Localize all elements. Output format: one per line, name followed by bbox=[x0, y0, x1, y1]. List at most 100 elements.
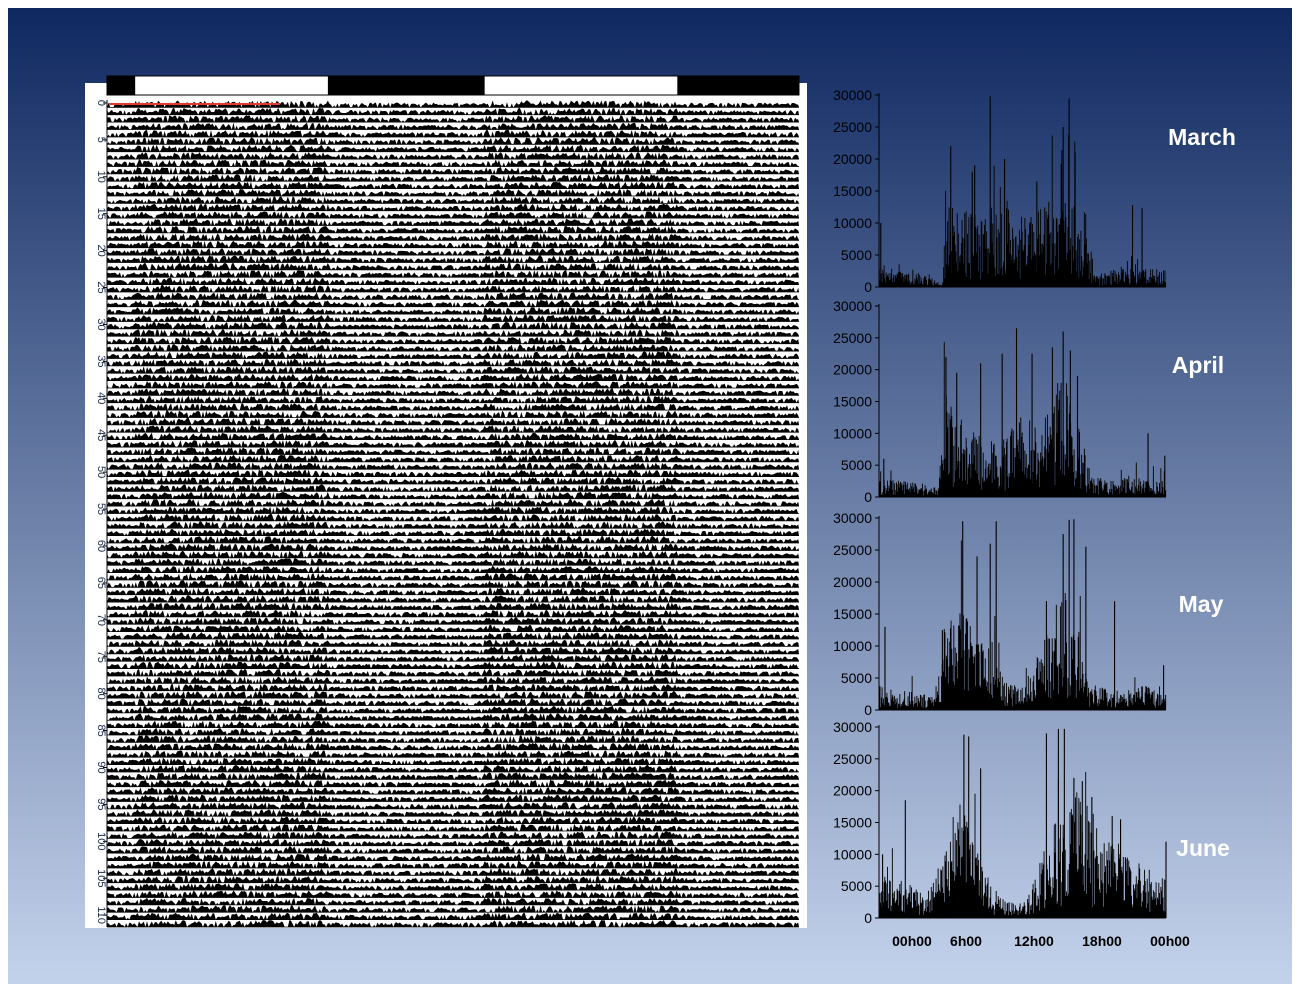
histogram-april: 0 5000 10000 15000 20000 25000 30000 April bbox=[833, 298, 1224, 505]
actogram-row-day-14 bbox=[107, 203, 799, 211]
actogram-row-day-30 bbox=[107, 321, 799, 329]
actogram-row-day-81 bbox=[107, 698, 799, 706]
actogram-row-day-16 bbox=[107, 218, 799, 226]
light-dark-segment-dark bbox=[106, 75, 136, 96]
actogram-row-day-90 bbox=[107, 764, 799, 772]
actogram-row-day-19 bbox=[107, 240, 799, 248]
histogram-y-tick-label: 5000 bbox=[841, 457, 872, 473]
actogram-row-day-27 bbox=[107, 299, 799, 307]
actogram-row-day-98 bbox=[107, 824, 799, 832]
actogram-tick-label-45: 45 bbox=[95, 429, 107, 441]
actogram-row-day-93 bbox=[107, 787, 799, 795]
actogram-rows bbox=[106, 100, 799, 928]
actogram-tick-label-15: 15 bbox=[95, 208, 107, 220]
histogram-y-tick-label: 25000 bbox=[833, 751, 872, 767]
actogram-row-day-38 bbox=[107, 380, 799, 388]
actogram-row-day-91 bbox=[107, 772, 799, 780]
histogram-y-tick-label: 30000 bbox=[833, 719, 872, 735]
actogram-row-day-0 bbox=[107, 100, 799, 108]
actogram-row-day-42 bbox=[107, 410, 799, 418]
actogram-row-day-46 bbox=[107, 440, 799, 448]
actogram-tick-label-20: 20 bbox=[95, 245, 107, 257]
actogram-row-day-18 bbox=[107, 233, 799, 241]
actogram-row-day-88 bbox=[107, 750, 799, 758]
actogram-row-day-65 bbox=[107, 580, 799, 588]
actogram-row-day-11 bbox=[107, 181, 799, 189]
histogram-y-tick-label: 0 bbox=[864, 910, 872, 926]
histogram-y-tick-label: 0 bbox=[864, 279, 872, 295]
actogram-day-ticks: 0 5 10 15 20 25 30 35 40 45 50 55 60 65 70 75 80 85 90 95 10… bbox=[95, 100, 107, 924]
histogram-y-tick-label: 15000 bbox=[833, 606, 872, 622]
actogram-row-day-62 bbox=[107, 558, 799, 566]
actogram-row-day-82 bbox=[107, 705, 799, 713]
actogram-row-day-89 bbox=[107, 757, 799, 765]
actogram-row-day-102 bbox=[107, 853, 799, 861]
actogram-row-day-95 bbox=[107, 801, 799, 809]
actogram-tick-label-60: 60 bbox=[95, 540, 107, 552]
actogram-row-day-40 bbox=[107, 395, 799, 403]
light-dark-segment-light bbox=[134, 75, 329, 96]
actogram-row-day-21 bbox=[107, 255, 799, 263]
actogram-row-day-52 bbox=[107, 484, 799, 492]
light-dark-segment-dark bbox=[677, 75, 800, 96]
actogram-row-day-15 bbox=[107, 211, 799, 219]
histogram-y-tick-label: 5000 bbox=[841, 670, 872, 686]
x-tick-label: 6h00 bbox=[950, 933, 982, 949]
actogram-row-day-85 bbox=[107, 728, 799, 736]
actogram-tick-label-75: 75 bbox=[95, 651, 107, 663]
actogram-row-day-34 bbox=[107, 351, 799, 359]
actogram-tick-label-80: 80 bbox=[95, 688, 107, 700]
actogram-row-day-108 bbox=[107, 897, 799, 905]
actogram-row-day-35 bbox=[107, 358, 799, 366]
actogram: 0 5 10 15 20 25 30 35 40 45 50 55 60 65 70 75 80 85 90 95 10… bbox=[85, 75, 807, 928]
histogram-y-tick-label: 15000 bbox=[833, 394, 872, 410]
actogram-row-day-4 bbox=[107, 129, 799, 137]
actogram-row-day-104 bbox=[107, 868, 799, 876]
histogram-y-tick-label: 20000 bbox=[833, 574, 872, 590]
actogram-tick-label-90: 90 bbox=[95, 761, 107, 773]
actogram-row-day-44 bbox=[107, 425, 799, 433]
actogram-row-day-28 bbox=[107, 307, 799, 315]
actogram-tick-label-100: 100 bbox=[95, 832, 107, 850]
histogram-y-tick-label: 20000 bbox=[833, 151, 872, 167]
month-label-may: May bbox=[1179, 591, 1224, 617]
actogram-row-day-43 bbox=[107, 417, 799, 425]
month-label-march: March bbox=[1168, 124, 1236, 150]
actogram-row-day-80 bbox=[107, 691, 799, 699]
actogram-row-day-92 bbox=[107, 779, 799, 787]
actogram-row-day-101 bbox=[107, 846, 799, 854]
actogram-row-day-5 bbox=[107, 137, 799, 145]
histogram-y-tick-label: 15000 bbox=[833, 815, 872, 831]
actogram-row-day-77 bbox=[107, 668, 799, 676]
histogram-y-tick-label: 10000 bbox=[833, 425, 872, 441]
actogram-row-day-99 bbox=[107, 831, 799, 839]
actogram-row-day-109 bbox=[107, 905, 799, 913]
actogram-row-day-10 bbox=[107, 174, 799, 182]
actogram-row-day-45 bbox=[107, 432, 799, 440]
actogram-row-day-111 bbox=[107, 920, 799, 927]
actogram-tick-label-95: 95 bbox=[95, 798, 107, 810]
actogram-row-day-26 bbox=[107, 292, 799, 300]
actogram-row-day-7 bbox=[107, 152, 799, 160]
actogram-tick-label-50: 50 bbox=[95, 466, 107, 478]
actogram-tick-label-110: 110 bbox=[95, 906, 107, 924]
actogram-row-day-23 bbox=[107, 270, 799, 278]
x-tick-label: 18h00 bbox=[1082, 933, 1122, 949]
histogram-y-tick-label: 0 bbox=[864, 489, 872, 505]
actogram-row-day-56 bbox=[107, 513, 799, 521]
actogram-tick-label-70: 70 bbox=[95, 614, 107, 626]
actogram-row-day-86 bbox=[107, 735, 799, 743]
actogram-row-day-96 bbox=[107, 809, 799, 817]
actogram-row-day-66 bbox=[107, 587, 799, 595]
actogram-row-day-48 bbox=[107, 454, 799, 462]
histogram-y-tick-label: 25000 bbox=[833, 119, 872, 135]
actogram-row-day-79 bbox=[107, 683, 799, 691]
actogram-row-day-72 bbox=[107, 632, 799, 640]
actogram-row-day-39 bbox=[107, 388, 799, 396]
light-dark-segment-dark bbox=[327, 75, 485, 96]
x-tick-label: 12h00 bbox=[1014, 933, 1054, 949]
histogram-y-tick-label: 10000 bbox=[833, 846, 872, 862]
histogram-y-tick-label: 30000 bbox=[833, 298, 872, 314]
actogram-tick-label-105: 105 bbox=[95, 869, 107, 887]
actogram-row-day-75 bbox=[107, 654, 799, 662]
